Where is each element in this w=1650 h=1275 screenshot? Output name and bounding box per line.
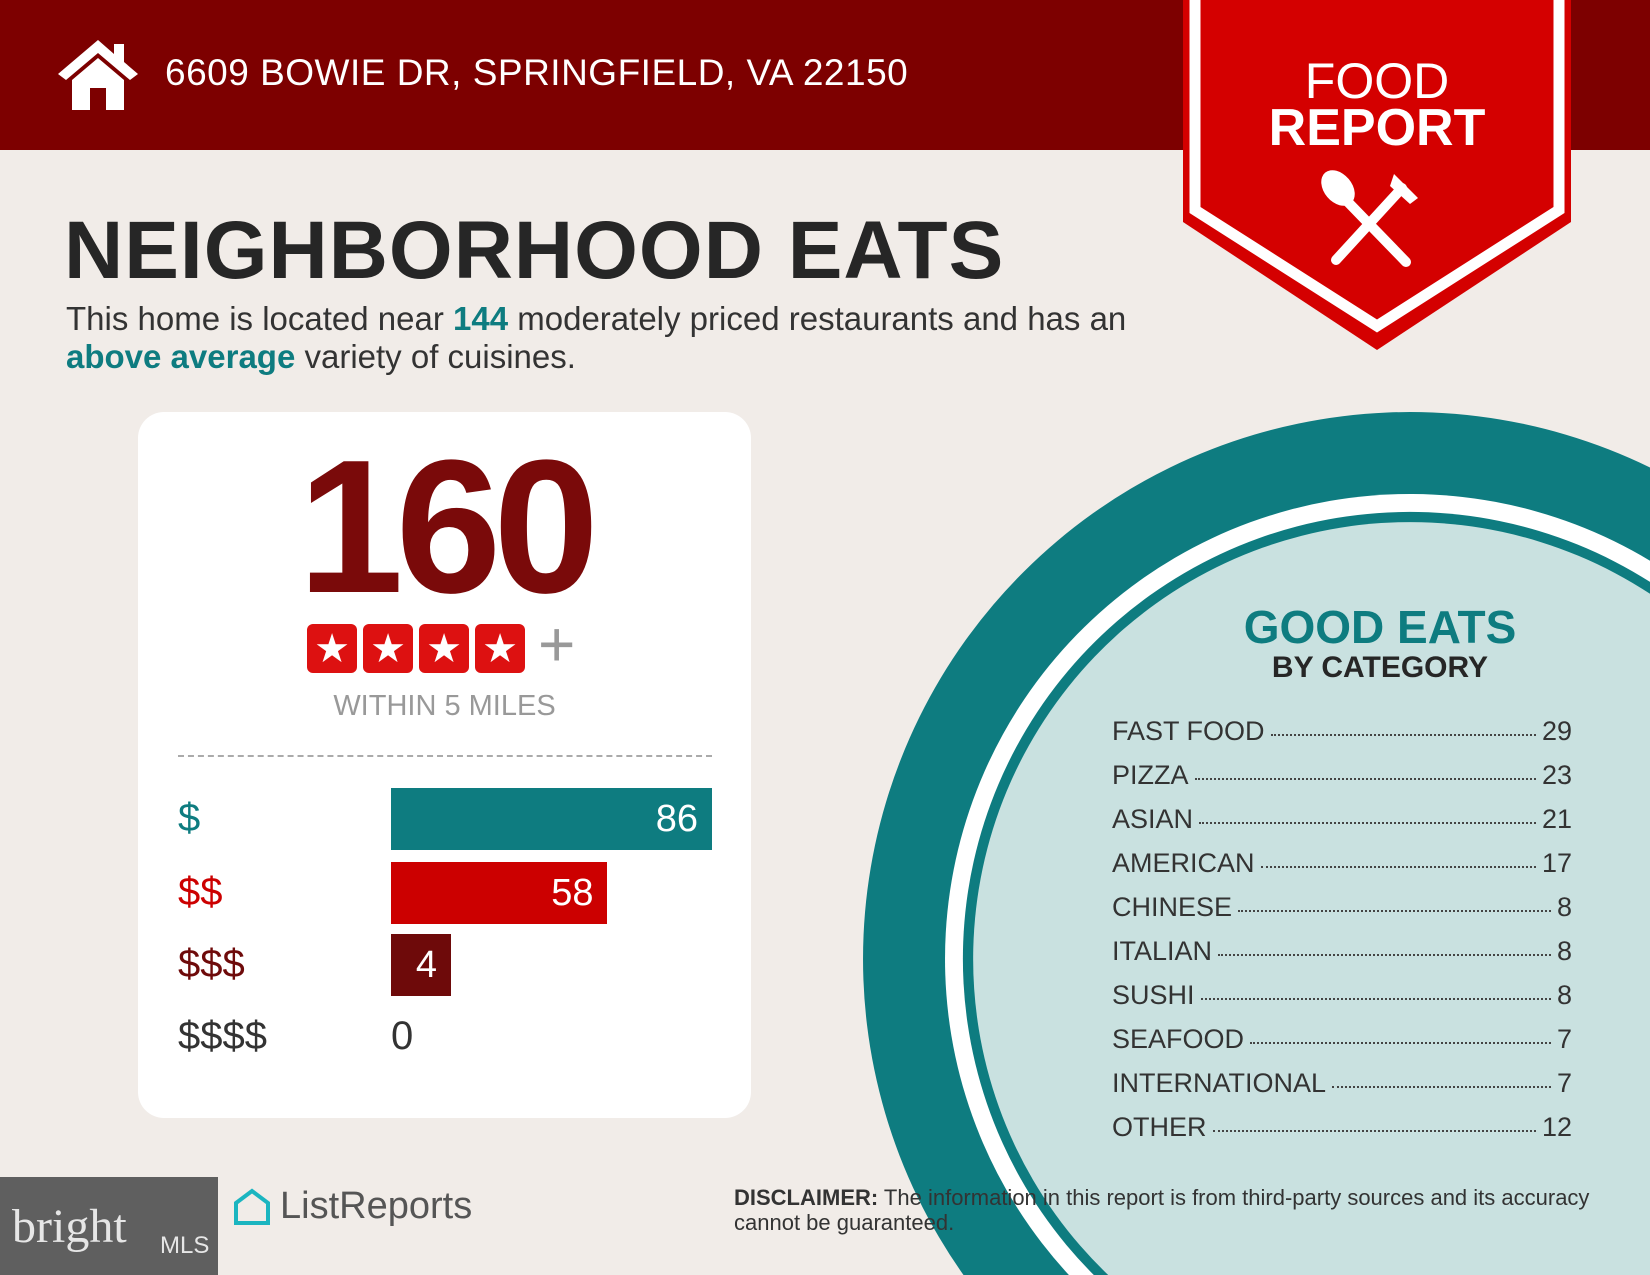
star-icon: ★	[363, 624, 413, 673]
dot-leader	[1199, 822, 1536, 824]
category-name: ASIAN	[1112, 804, 1194, 834]
bright-wordmark: bright	[12, 1200, 127, 1253]
summary-text-part: variety of cuisines.	[295, 338, 576, 375]
price-row: $$$$ 0	[178, 1006, 718, 1068]
star-rating: ★ ★ ★ ★	[307, 624, 525, 673]
category-item: INTERNATIONAL 7	[1112, 1068, 1572, 1112]
star-icon: ★	[307, 624, 357, 673]
dot-leader	[1250, 1042, 1551, 1044]
dot-leader	[1270, 734, 1536, 736]
dot-leader	[1238, 910, 1551, 912]
summary-text-part: moderately priced restaurants and has an	[508, 300, 1127, 337]
price-row: $86	[178, 788, 718, 850]
price-bar: 58	[391, 862, 608, 924]
category-name: FAST FOOD	[1112, 716, 1265, 746]
category-count: 7	[1556, 1068, 1572, 1098]
dot-leader	[1200, 998, 1551, 1000]
plus-sign: +	[538, 608, 576, 680]
page-title: NEIGHBORHOOD EATS	[64, 205, 1005, 296]
disclaimer: DISCLAIMER: The information in this repo…	[734, 1185, 1604, 1235]
dot-leader	[1212, 1130, 1536, 1132]
star-icon: ★	[419, 624, 469, 673]
category-count: 23	[1541, 760, 1572, 790]
price-label: $	[178, 796, 201, 840]
category-item: FAST FOOD 29	[1112, 716, 1572, 760]
category-count: 29	[1541, 716, 1572, 746]
category-count: 17	[1541, 848, 1572, 878]
dot-leader	[1332, 1086, 1551, 1088]
price-label: $$$$	[178, 1014, 267, 1058]
category-name: OTHER	[1112, 1112, 1207, 1142]
price-bar: 4	[391, 934, 451, 996]
category-name: INTERNATIONAL	[1112, 1068, 1327, 1098]
food-report-banner	[1183, 0, 1571, 350]
category-name: SUSHI	[1112, 980, 1195, 1010]
dot-leader	[1218, 954, 1551, 956]
listreports-house-icon	[234, 1188, 270, 1225]
price-label: $$	[178, 870, 223, 914]
category-item: SEAFOOD 7	[1112, 1024, 1572, 1068]
category-item: ITALIAN 8	[1112, 936, 1572, 980]
banner-line2: REPORT	[1268, 99, 1486, 157]
categories-subtitle: BY CATEGORY	[1271, 651, 1489, 684]
listreports-wordmark: ListReports	[280, 1185, 473, 1227]
radius-label: WITHIN 5 MILES	[333, 690, 556, 722]
disclaimer-text: The information in this report is from t…	[734, 1185, 1590, 1235]
dot-leader	[1260, 866, 1536, 868]
property-address: 6609 BOWIE DR, SPRINGFIELD, VA 22150	[165, 52, 909, 93]
total-restaurants: 160	[297, 421, 599, 633]
category-name: AMERICAN	[1112, 848, 1255, 878]
category-item: CHINESE 8	[1112, 892, 1572, 936]
dot-leader	[1194, 778, 1536, 780]
price-label: $$$	[178, 942, 245, 986]
category-count: 8	[1556, 980, 1572, 1010]
banner-line1: FOOD	[1304, 53, 1450, 109]
category-name: CHINESE	[1112, 892, 1233, 922]
price-value: 0	[391, 1014, 414, 1058]
price-row: $$ 58	[178, 862, 718, 924]
category-count: 8	[1556, 892, 1572, 922]
category-item: OTHER 12	[1112, 1112, 1572, 1156]
category-count: 8	[1556, 936, 1572, 966]
bright-mls-logo: bright MLS	[0, 1177, 218, 1275]
category-name: ITALIAN	[1112, 936, 1213, 966]
price-bar: 86	[391, 788, 712, 850]
spoon-fork-icon	[1321, 170, 1418, 267]
disclaimer-label: DISCLAIMER:	[734, 1185, 879, 1210]
price-row: $$$ 4	[178, 934, 718, 996]
category-item: ASIAN 21	[1112, 804, 1572, 848]
category-count: 7	[1556, 1024, 1572, 1054]
listreports-logo: ListReports	[232, 1185, 472, 1228]
divider	[178, 755, 712, 757]
summary-text: This home is located near 144 moderately…	[66, 300, 1166, 376]
summary-text-part: This home is located near	[66, 300, 454, 337]
category-name: SEAFOOD	[1112, 1024, 1245, 1054]
category-count: 21	[1541, 804, 1572, 834]
mls-wordmark: MLS	[160, 1232, 210, 1259]
category-name: PIZZA	[1112, 760, 1189, 790]
category-count: 12	[1541, 1112, 1572, 1142]
variety-rating: above average	[66, 338, 296, 375]
summary-card: 160 ★ ★ ★ ★ + WITHIN 5 MILES $86 $$ 58 $$$ 4 $$$…	[138, 412, 751, 1118]
star-icon: ★	[475, 624, 525, 673]
category-item: AMERICAN 17	[1112, 848, 1572, 892]
category-list: FAST FOOD 29 PIZZA 23 ASIAN 21 AMERICAN 17 CHINE…	[1112, 716, 1572, 1156]
category-item: PIZZA 23	[1112, 760, 1572, 804]
restaurant-count: 144	[453, 300, 509, 337]
category-item: SUSHI 8	[1112, 980, 1572, 1024]
home-icon	[58, 40, 138, 110]
categories-title: GOOD EATS	[1243, 601, 1517, 653]
